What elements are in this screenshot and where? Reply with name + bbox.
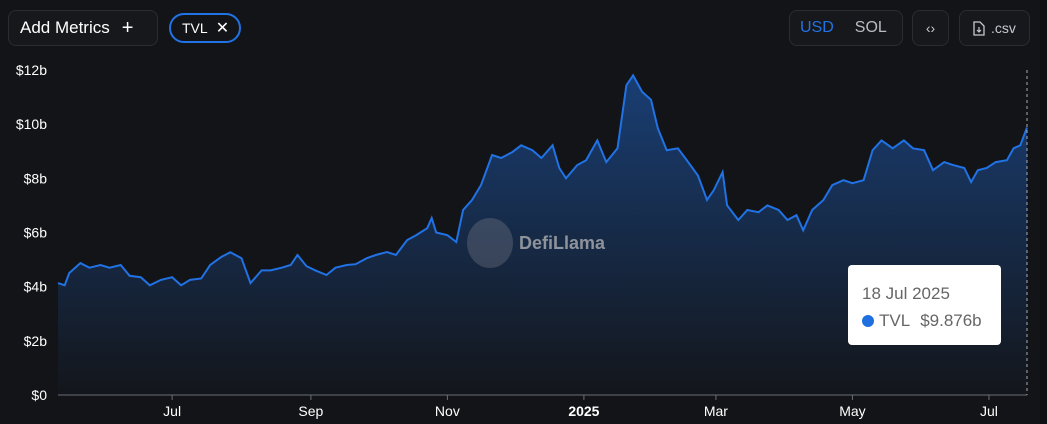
tvl-area — [58, 75, 1027, 396]
tooltip-date: 18 Jul 2025 — [862, 284, 950, 303]
x-tick-label: Mar — [704, 403, 728, 419]
file-download-icon — [973, 20, 985, 36]
tooltip-row: TVL $9.876b — [862, 311, 982, 331]
tvl-line — [57, 73, 1028, 287]
y-tick-label: $2b — [24, 333, 48, 349]
y-tick-label: $6b — [24, 225, 48, 241]
plus-icon: + — [121, 16, 134, 39]
x-tick-label: Nov — [435, 403, 460, 419]
code-brackets-icon: ‹› — [925, 20, 936, 36]
x-tick-label: Jul — [980, 403, 998, 419]
add-metrics-label: Add Metrics — [20, 18, 110, 37]
watermark-text: DefiLlama — [519, 232, 606, 253]
add-metrics-button[interactable]: Add Metrics + — [8, 10, 158, 46]
y-tick-label: $8b — [24, 170, 48, 186]
x-tick-label: Sep — [298, 403, 323, 419]
currency-sol-button[interactable]: SOL — [854, 19, 887, 36]
x-tick-label: Jul — [163, 403, 181, 419]
x-tick-label: May — [839, 403, 865, 419]
y-tick-label: $4b — [24, 279, 48, 295]
llama-logo — [467, 218, 513, 268]
embed-button[interactable]: ‹› — [912, 10, 949, 46]
download-csv-button[interactable]: .csv — [959, 10, 1030, 46]
currency-usd-button[interactable]: USD — [800, 19, 834, 36]
y-tick-label: $12b — [16, 62, 47, 78]
defillama-watermark: DefiLlama — [467, 218, 605, 268]
close-icon[interactable]: ✕ — [215, 20, 230, 37]
currency-toggle: USD SOL — [789, 10, 903, 46]
metric-chip-label: TVL — [182, 20, 208, 36]
metric-chip-tvl[interactable]: TVL ✕ — [169, 13, 241, 43]
y-tick-label: $0 — [31, 387, 47, 403]
tooltip: 18 Jul 2025 TVL $9.876b — [848, 265, 1001, 345]
tooltip-value: $9.876b — [920, 311, 982, 330]
tooltip-series: TVL — [879, 311, 911, 330]
csv-label: .csv — [991, 20, 1016, 36]
x-tick-label: 2025 — [568, 403, 599, 419]
series-dot-icon — [862, 315, 874, 327]
y-tick-label: $10b — [16, 116, 47, 132]
